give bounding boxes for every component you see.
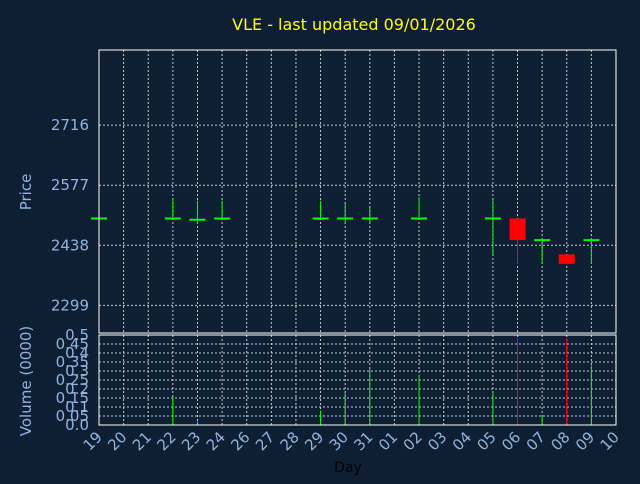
volume-tick-label-8: 0.4 — [65, 344, 89, 362]
x-tick-label-10: 10 — [597, 428, 623, 454]
x-tick-label-07: 07 — [523, 428, 549, 454]
candle-body-06 — [509, 218, 526, 241]
candle-body-08 — [558, 254, 575, 264]
volume-tick-label-7: 0.35 — [56, 353, 89, 371]
price-tick-label-2299: 2299 — [51, 296, 89, 314]
grid-layer — [99, 50, 616, 425]
price-axis-label: Price — [17, 174, 35, 211]
x-tick-label-02: 02 — [400, 428, 426, 454]
x-tick-label-22: 22 — [153, 428, 179, 454]
volume-tick-label-10: 0.5 — [65, 326, 89, 344]
tick-labels-layer: 2299 2438 2577 2716 0.00.050.10.150.20.250.3… — [51, 116, 623, 454]
x-tick-label-09: 09 — [572, 428, 598, 454]
volume-tick-label-0: 0.0 — [65, 416, 89, 434]
volume-tick-label-3: 0.15 — [56, 389, 89, 407]
volume-tick-label-5: 0.25 — [56, 371, 89, 389]
volume-axis-label: Volume (0000) — [17, 326, 35, 436]
x-tick-label-27: 27 — [252, 428, 278, 454]
x-tick-label-31: 31 — [350, 428, 376, 454]
x-tick-label-06: 06 — [498, 428, 524, 454]
volume-tick-label-6: 0.3 — [65, 362, 89, 380]
price-tick-label-2438: 2438 — [51, 236, 89, 254]
x-tick-label-04: 04 — [449, 428, 475, 454]
x-tick-label-29: 29 — [301, 428, 327, 454]
x-tick-label-05: 05 — [474, 428, 500, 454]
x-axis-label: Day — [334, 460, 362, 476]
volume-tick-label-4: 0.2 — [65, 380, 89, 398]
x-tick-label-01: 01 — [375, 428, 401, 454]
x-tick-label-21: 21 — [129, 428, 155, 454]
frame-layer — [98, 49, 617, 426]
x-tick-label-24: 24 — [203, 428, 229, 454]
x-tick-label-20: 20 — [104, 428, 130, 454]
x-tick-label-26: 26 — [227, 428, 253, 454]
x-tick-label-28: 28 — [277, 428, 303, 454]
volume-tick-label-1: 0.05 — [56, 407, 89, 425]
price-tick-label-2577: 2577 — [51, 176, 89, 194]
x-tick-label-30: 30 — [326, 428, 352, 454]
chart-title: VLE - last updated 09/01/2026 — [232, 15, 476, 34]
price-panel-frame — [98, 49, 617, 334]
volume-tick-label-2: 0.1 — [65, 398, 89, 416]
x-tick-label-23: 23 — [178, 428, 204, 454]
x-tick-label-08: 08 — [547, 428, 573, 454]
volume-tick-label-9: 0.45 — [56, 335, 89, 353]
x-tick-label-03: 03 — [424, 428, 450, 454]
volume-panel-frame — [98, 334, 617, 426]
price-tick-label-2716: 2716 — [51, 116, 89, 134]
